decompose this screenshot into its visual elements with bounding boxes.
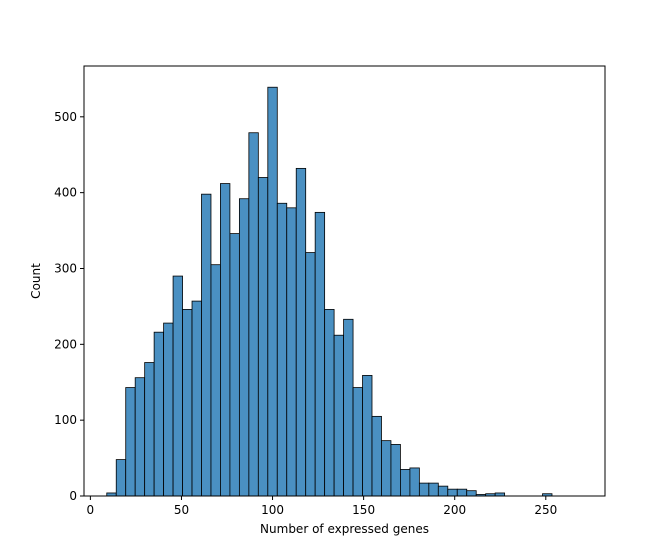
histogram-bar (428, 482, 439, 497)
y-axis-label: Count (29, 263, 43, 299)
y-tick-label: 400 (54, 186, 77, 200)
histogram-bar (172, 275, 183, 497)
histogram-bar (201, 193, 212, 497)
histogram-bar (238, 198, 250, 497)
y-tick-label: 0 (69, 489, 77, 503)
histogram-bar (314, 211, 326, 497)
histogram-bar (210, 264, 221, 497)
histogram-bar (248, 132, 259, 497)
y-tick-label: 200 (54, 337, 77, 351)
histogram-bar (305, 252, 316, 497)
plot-frame (83, 65, 606, 497)
histogram-bar (409, 467, 420, 497)
histogram-bar (333, 334, 344, 497)
histogram-bar (390, 444, 401, 497)
histogram-bar (134, 377, 146, 497)
x-tick-label: 250 (534, 503, 557, 517)
histogram-bar (400, 469, 411, 497)
histogram-bar (286, 207, 297, 497)
histogram-bar (447, 488, 458, 497)
histogram-bar (115, 459, 127, 497)
histogram-bar (437, 485, 449, 497)
histogram-bar (343, 318, 354, 497)
histogram-bar (276, 202, 288, 497)
y-tick-label: 100 (54, 413, 77, 427)
x-tick-label: 150 (352, 503, 375, 517)
x-tick-label: 50 (174, 503, 189, 517)
histogram-bar (352, 387, 363, 497)
histogram-bar (371, 415, 382, 497)
x-axis-ticks: 0 50 100 150 200 250 (87, 496, 557, 517)
y-tick-label: 500 (54, 110, 77, 124)
x-axis-label: Number of expressed genes (260, 522, 429, 536)
histogram-bar (267, 86, 278, 497)
histogram-bar (144, 362, 155, 497)
histogram-bar (295, 167, 307, 497)
x-tick-label: 0 (87, 503, 95, 517)
histogram-bar (362, 375, 373, 497)
histogram-bar (229, 233, 240, 497)
x-tick-label: 100 (261, 503, 284, 517)
histogram-bar (418, 482, 430, 497)
y-axis-ticks: 0 100 200 300 400 500 (54, 110, 84, 503)
y-tick-label: 300 (54, 261, 77, 275)
histogram-bar (456, 488, 468, 497)
histogram-bar (191, 300, 202, 497)
histogram-bar (163, 322, 174, 497)
histogram-bar (257, 177, 269, 497)
histogram-bar (220, 183, 231, 497)
x-tick-label: 200 (443, 503, 466, 517)
histogram-bar (466, 490, 477, 497)
histogram-bar (381, 440, 392, 497)
histogram-bar (153, 331, 165, 497)
histogram-bar (182, 309, 193, 497)
histogram-bar (324, 309, 335, 497)
histogram-bar (125, 387, 136, 497)
